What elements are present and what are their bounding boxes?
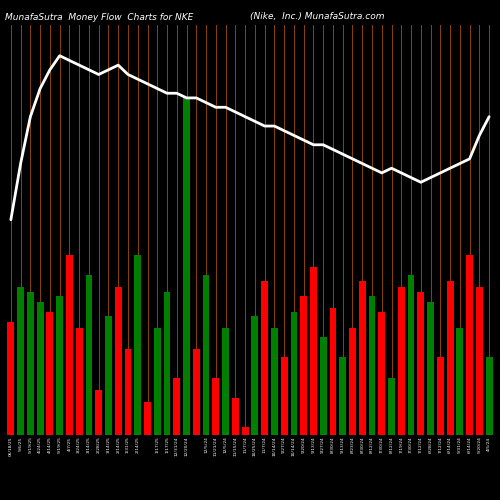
Bar <box>183 97 190 435</box>
Bar <box>76 328 82 435</box>
Bar <box>466 254 473 435</box>
Bar <box>46 312 54 435</box>
Bar <box>96 390 102 435</box>
Bar <box>105 316 112 435</box>
Bar <box>134 254 141 435</box>
Bar <box>280 357 287 435</box>
Bar <box>154 328 160 435</box>
Bar <box>242 427 248 435</box>
Bar <box>486 357 492 435</box>
Bar <box>86 275 92 435</box>
Bar <box>164 292 170 435</box>
Bar <box>271 328 278 435</box>
Bar <box>144 402 151 435</box>
Bar <box>310 267 317 435</box>
Bar <box>359 281 366 435</box>
Bar <box>437 357 444 435</box>
Bar <box>418 292 424 435</box>
Bar <box>27 292 34 435</box>
Bar <box>290 312 298 435</box>
Bar <box>427 302 434 435</box>
Bar <box>202 275 209 435</box>
Bar <box>398 288 404 435</box>
Bar <box>476 288 483 435</box>
Bar <box>17 288 24 435</box>
Bar <box>232 398 239 435</box>
Bar <box>261 281 268 435</box>
Bar <box>330 308 336 435</box>
Bar <box>408 275 414 435</box>
Bar <box>212 378 220 435</box>
Bar <box>174 378 180 435</box>
Bar <box>66 254 73 435</box>
Bar <box>36 302 44 435</box>
Bar <box>368 296 376 435</box>
Bar <box>340 357 346 435</box>
Bar <box>252 316 258 435</box>
Bar <box>300 296 307 435</box>
Bar <box>222 328 229 435</box>
Text: (Nike,  Inc.) MunafaSutra.com: (Nike, Inc.) MunafaSutra.com <box>250 12 384 22</box>
Bar <box>388 378 395 435</box>
Bar <box>193 349 200 435</box>
Bar <box>115 288 121 435</box>
Bar <box>378 312 385 435</box>
Bar <box>446 281 454 435</box>
Text: MunafaSutra  Money Flow  Charts for NKE: MunafaSutra Money Flow Charts for NKE <box>5 12 194 22</box>
Bar <box>320 336 326 435</box>
Bar <box>456 328 464 435</box>
Bar <box>56 296 63 435</box>
Bar <box>8 322 14 435</box>
Bar <box>124 349 132 435</box>
Bar <box>349 328 356 435</box>
